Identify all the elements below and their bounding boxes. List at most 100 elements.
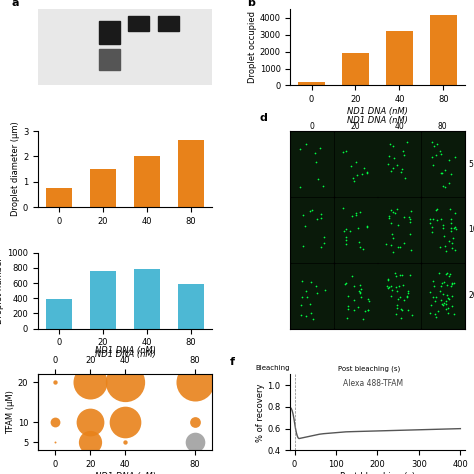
- Text: Post bleaching (s): Post bleaching (s): [337, 365, 400, 372]
- Point: [440, 278, 447, 285]
- Point: [407, 207, 415, 215]
- Point: [385, 283, 392, 291]
- Point: [439, 291, 447, 298]
- Point: [428, 154, 436, 161]
- Point: [387, 292, 395, 300]
- Point: [391, 269, 399, 277]
- Point: [448, 244, 456, 251]
- Point: [387, 219, 395, 227]
- Bar: [422, 198, 464, 262]
- Point: [442, 305, 450, 313]
- Point: [427, 219, 434, 227]
- Point: [384, 285, 392, 292]
- Point: [311, 150, 319, 157]
- Point: [307, 309, 315, 317]
- Point: [301, 223, 308, 230]
- Bar: [90, 169, 116, 207]
- Point: [448, 279, 456, 287]
- Bar: [378, 264, 420, 328]
- Bar: [134, 269, 160, 328]
- Point: [438, 279, 446, 286]
- Point: [342, 279, 349, 286]
- Point: [383, 282, 391, 290]
- Point: [357, 285, 365, 293]
- Point: [407, 216, 414, 223]
- Bar: [298, 82, 325, 85]
- Point: [299, 211, 307, 219]
- Point: [408, 311, 416, 319]
- Point: [348, 273, 356, 280]
- Point: [358, 170, 366, 178]
- Point: [348, 212, 356, 220]
- Point: [388, 286, 396, 294]
- Point: [444, 304, 451, 311]
- Point: [388, 283, 395, 290]
- Point: [432, 151, 440, 159]
- Point: [444, 269, 451, 277]
- Point: [434, 307, 441, 315]
- Point: [433, 205, 441, 212]
- Point: [446, 206, 454, 213]
- Point: [339, 149, 347, 156]
- Point: [342, 226, 350, 233]
- Point: [437, 151, 445, 158]
- Point: [86, 419, 94, 426]
- Point: [359, 246, 367, 253]
- Point: [364, 169, 371, 177]
- Point: [404, 139, 411, 146]
- Point: [445, 156, 453, 164]
- Point: [397, 243, 404, 251]
- Bar: [99, 21, 120, 44]
- Point: [439, 224, 447, 231]
- Point: [442, 247, 449, 255]
- Point: [394, 221, 402, 229]
- Point: [429, 162, 437, 169]
- Point: [437, 297, 444, 304]
- Bar: [134, 156, 160, 207]
- Bar: [46, 188, 72, 207]
- Bar: [335, 198, 376, 262]
- Point: [451, 224, 458, 231]
- X-axis label: ND1 DNA (nM): ND1 DNA (nM): [94, 350, 155, 359]
- Point: [443, 282, 451, 289]
- Point: [438, 282, 445, 290]
- Point: [438, 169, 446, 176]
- Point: [345, 302, 352, 310]
- Bar: [178, 284, 204, 328]
- Point: [394, 296, 402, 303]
- Point: [393, 287, 401, 295]
- Point: [355, 238, 363, 246]
- Point: [350, 282, 358, 290]
- Point: [448, 281, 456, 288]
- Point: [405, 213, 412, 221]
- Point: [317, 144, 324, 151]
- Point: [346, 228, 354, 235]
- Point: [394, 162, 401, 169]
- Point: [342, 237, 350, 244]
- Point: [344, 306, 352, 313]
- Bar: [335, 132, 376, 196]
- Point: [400, 151, 408, 159]
- Point: [447, 224, 455, 231]
- Point: [364, 306, 371, 314]
- Text: d: d: [259, 113, 267, 123]
- Point: [298, 293, 305, 301]
- Point: [356, 243, 364, 251]
- Point: [392, 209, 399, 217]
- Bar: [422, 264, 464, 328]
- Point: [428, 138, 436, 146]
- Point: [440, 232, 447, 239]
- Y-axis label: Droplet occupied: Droplet occupied: [248, 11, 257, 83]
- Text: ND1 DNA (nM): ND1 DNA (nM): [347, 116, 408, 125]
- Bar: [291, 198, 333, 262]
- X-axis label: ND1 DNA (nM): ND1 DNA (nM): [94, 472, 155, 474]
- Point: [390, 142, 397, 150]
- Bar: [422, 132, 464, 196]
- Point: [86, 438, 94, 446]
- Point: [443, 270, 450, 278]
- Point: [445, 294, 452, 301]
- Point: [364, 168, 371, 176]
- Point: [342, 233, 350, 240]
- Point: [385, 214, 393, 221]
- Point: [344, 314, 351, 322]
